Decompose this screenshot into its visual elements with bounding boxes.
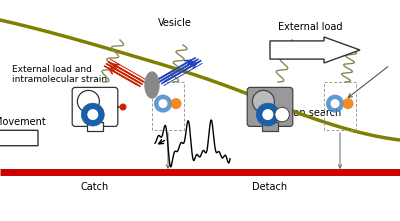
- Circle shape: [326, 95, 344, 113]
- Text: Vesicle: Vesicle: [158, 18, 192, 28]
- Circle shape: [78, 90, 100, 112]
- Bar: [152, 82, 184, 130]
- Circle shape: [330, 99, 340, 108]
- Bar: [87, 122, 103, 131]
- Circle shape: [275, 107, 289, 122]
- Circle shape: [154, 95, 172, 113]
- Circle shape: [342, 98, 354, 109]
- FancyBboxPatch shape: [72, 87, 118, 126]
- FancyBboxPatch shape: [247, 87, 293, 126]
- Text: Movement: Movement: [0, 117, 46, 127]
- Circle shape: [81, 103, 104, 126]
- Text: External load: External load: [278, 22, 342, 32]
- Text: Brownian search: Brownian search: [260, 108, 341, 118]
- Circle shape: [87, 109, 98, 120]
- Bar: [324, 82, 356, 130]
- Circle shape: [256, 103, 279, 126]
- Circle shape: [158, 99, 168, 108]
- Polygon shape: [145, 72, 159, 98]
- Circle shape: [170, 98, 182, 109]
- Text: External load and
intramolecular strain: External load and intramolecular strain: [12, 65, 107, 84]
- Polygon shape: [270, 37, 360, 63]
- Polygon shape: [0, 127, 38, 149]
- Bar: [262, 122, 278, 131]
- Circle shape: [262, 109, 273, 120]
- Circle shape: [252, 90, 274, 112]
- Text: Detach: Detach: [252, 182, 288, 192]
- Text: Catch: Catch: [81, 182, 109, 192]
- Circle shape: [120, 103, 126, 110]
